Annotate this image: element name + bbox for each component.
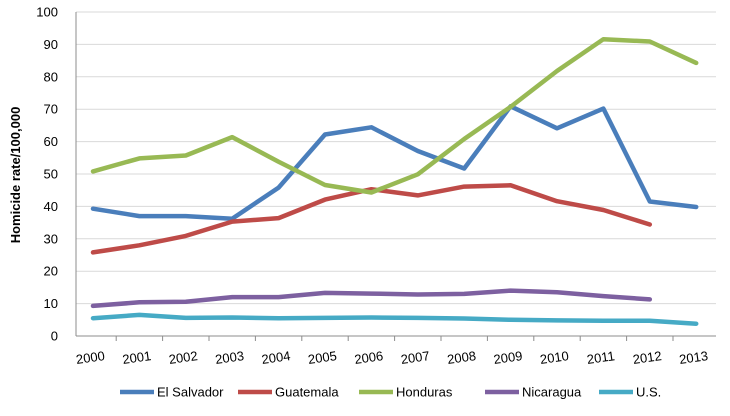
x-tick-label: 2004 [261, 348, 292, 367]
y-tick-label: 20 [44, 264, 58, 279]
y-tick-labels: 0 10 20 30 40 50 60 70 80 90 100 [36, 5, 58, 344]
x-tick-label: 2012 [632, 348, 663, 367]
y-tick-label: 70 [44, 102, 58, 117]
x-tick-label: 2006 [353, 348, 384, 367]
x-tick-label: 2008 [446, 348, 477, 367]
legend-label-honduras: Honduras [396, 385, 453, 400]
legend-label-guatemala: Guatemala [275, 385, 339, 400]
x-tick-label: 2000 [75, 348, 106, 367]
x-tick-label: 2001 [121, 348, 152, 367]
x-tick-label: 2002 [168, 348, 199, 367]
series-line-honduras [90, 36, 699, 195]
y-tick-label: 100 [36, 5, 58, 20]
y-tick-label: 0 [51, 329, 58, 344]
axes [75, 12, 716, 341]
x-tick-label: 2009 [493, 348, 524, 367]
series-lines [90, 36, 699, 326]
x-tick-label: 2013 [678, 348, 709, 367]
x-tick-labels: 2000 2001 2002 2003 2004 2005 2006 2007 2008 2009… [75, 348, 709, 367]
y-tick-label: 30 [44, 231, 58, 246]
y-tick-label: 40 [44, 199, 58, 214]
x-tick-label: 2003 [214, 348, 245, 367]
x-tick-label: 2010 [539, 348, 570, 367]
y-axis-title: Homicide rate/100,000 [8, 107, 23, 244]
y-tick-label: 50 [44, 167, 58, 182]
series-line-nicaragua [90, 288, 653, 309]
y-tick-label: 80 [44, 69, 58, 84]
series-line-guatemala [90, 183, 653, 255]
y-tick-label: 90 [44, 37, 58, 52]
x-tick-label: 2005 [307, 348, 338, 367]
series-line-el-salvador [90, 104, 699, 221]
series-line-u-s [90, 312, 699, 326]
x-tick-label: 2007 [400, 348, 431, 367]
legend-label-nicaragua: Nicaragua [522, 385, 582, 400]
legend: El Salvador Guatemala Honduras Nicaragua U.S… [120, 385, 661, 400]
legend-label-el-salvador: El Salvador [157, 385, 224, 400]
legend-label-u-s: U.S. [636, 385, 661, 400]
y-tick-label: 10 [44, 296, 58, 311]
y-tick-label: 60 [44, 134, 58, 149]
x-tick-label: 2011 [586, 348, 616, 367]
